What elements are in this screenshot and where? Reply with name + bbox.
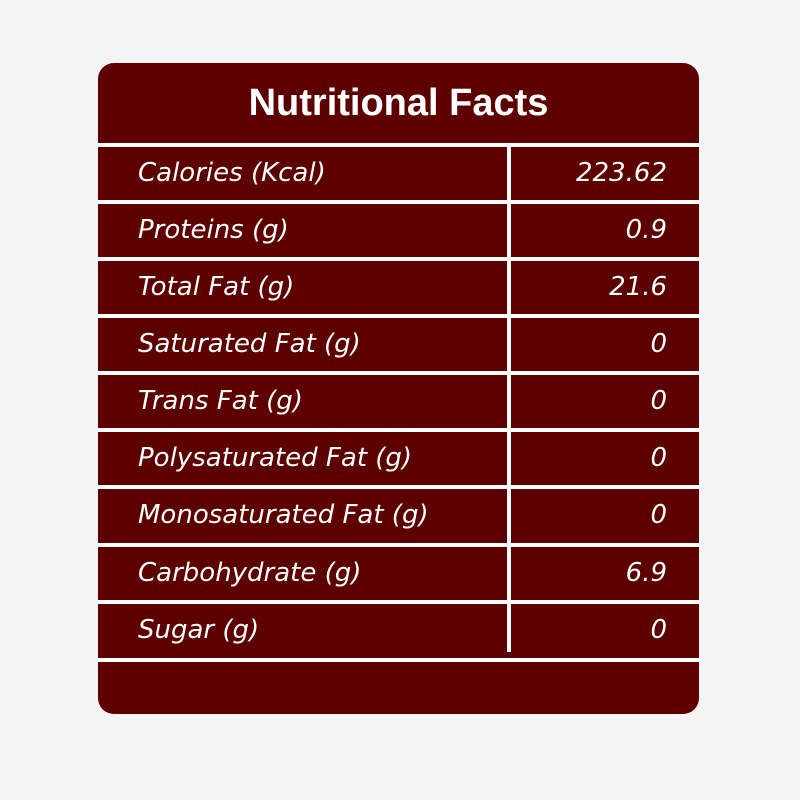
divider bbox=[98, 143, 699, 147]
card-title: Nutritional Facts bbox=[248, 81, 549, 124]
table-row: Carbohydrate (g) 6.9 bbox=[98, 547, 699, 600]
row-label: Trans Fat (g) bbox=[138, 386, 303, 416]
divider bbox=[98, 314, 699, 318]
nutrition-facts-card: Nutritional Facts Calories (Kcal) 223.62… bbox=[98, 63, 699, 714]
row-value: 0 bbox=[650, 386, 667, 416]
row-value: 21.6 bbox=[609, 272, 667, 302]
divider bbox=[98, 257, 699, 261]
table-row: Calories (Kcal) 223.62 bbox=[98, 147, 699, 200]
row-value: 223.62 bbox=[576, 158, 667, 188]
table-row: Polysaturated Fat (g) 0 bbox=[98, 432, 699, 485]
divider bbox=[98, 600, 699, 604]
row-value: 0 bbox=[650, 615, 667, 645]
table-row: Monosaturated Fat (g) 0 bbox=[98, 489, 699, 542]
table-row: Sugar (g) 0 bbox=[98, 604, 699, 657]
row-label: Saturated Fat (g) bbox=[138, 329, 361, 359]
divider bbox=[98, 428, 699, 432]
row-label: Calories (Kcal) bbox=[138, 158, 326, 188]
row-value: 0 bbox=[650, 329, 667, 359]
divider bbox=[98, 658, 699, 662]
table-row: Total Fat (g) 21.6 bbox=[98, 261, 699, 314]
divider bbox=[98, 543, 699, 547]
row-value: 0 bbox=[650, 500, 667, 530]
row-label: Polysaturated Fat (g) bbox=[138, 443, 413, 473]
row-label: Monosaturated Fat (g) bbox=[138, 500, 429, 530]
divider bbox=[98, 371, 699, 375]
divider bbox=[98, 200, 699, 204]
row-value: 0 bbox=[650, 443, 667, 473]
table-row: Proteins (g) 0.9 bbox=[98, 204, 699, 257]
row-value: 0.9 bbox=[625, 215, 667, 245]
table-row: Saturated Fat (g) 0 bbox=[98, 318, 699, 371]
row-label: Sugar (g) bbox=[138, 615, 260, 645]
row-label: Carbohydrate (g) bbox=[138, 558, 362, 588]
row-label: Total Fat (g) bbox=[138, 272, 295, 302]
row-label: Proteins (g) bbox=[138, 215, 289, 245]
row-value: 6.9 bbox=[625, 558, 667, 588]
column-divider bbox=[507, 145, 511, 652]
table-row: Trans Fat (g) 0 bbox=[98, 375, 699, 428]
divider bbox=[98, 485, 699, 489]
